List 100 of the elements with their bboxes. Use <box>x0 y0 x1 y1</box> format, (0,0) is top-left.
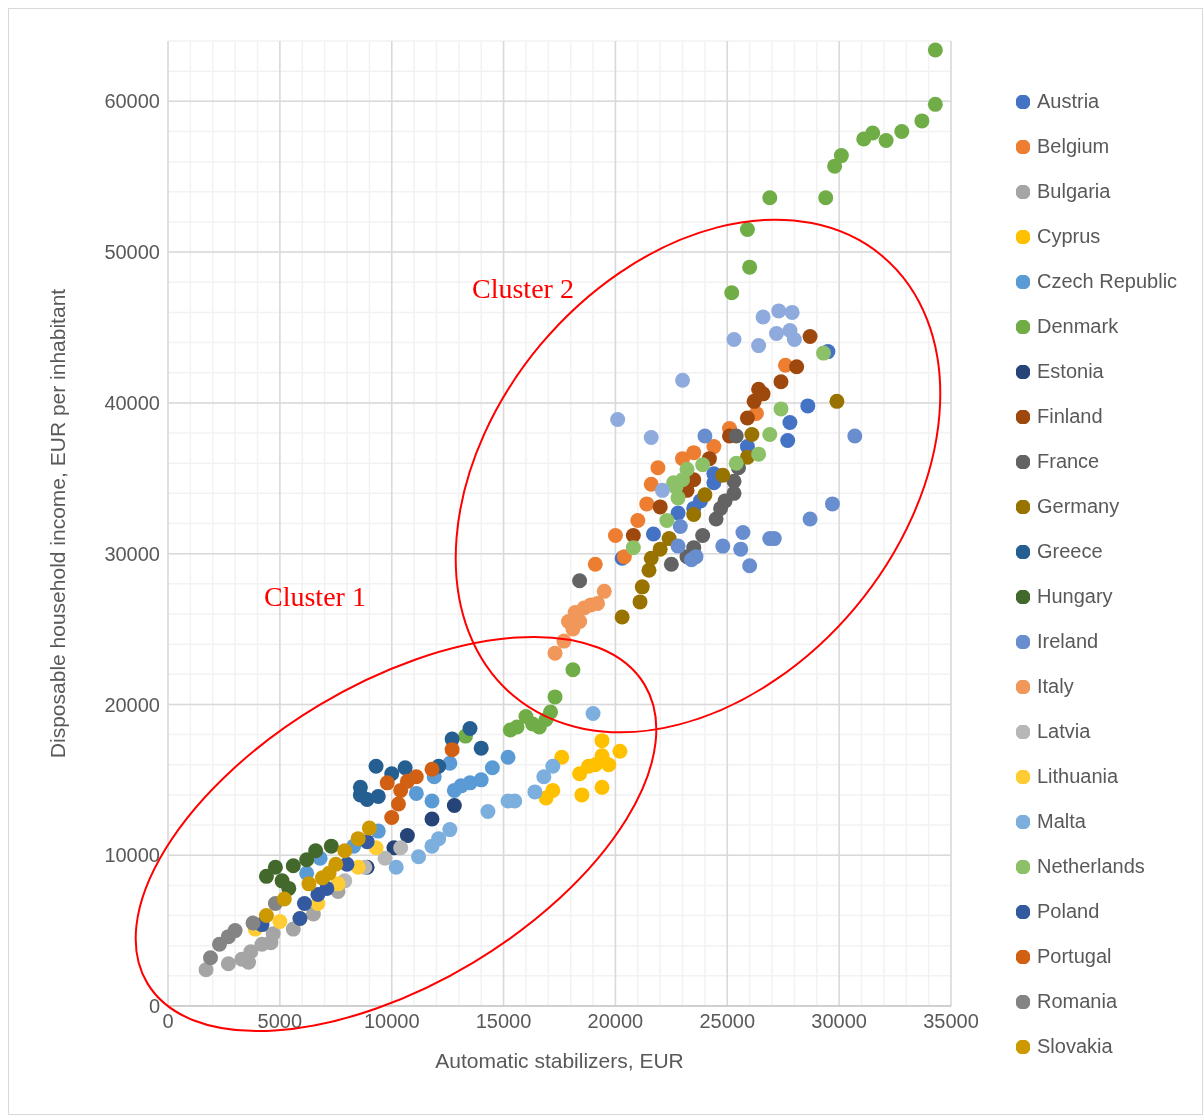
legend-label: Bulgaria <box>1037 180 1111 203</box>
point <box>914 113 930 129</box>
point <box>632 594 648 610</box>
y-tick-label: 50000 <box>104 241 160 264</box>
point <box>782 414 798 430</box>
point <box>594 733 610 749</box>
point <box>527 784 543 800</box>
point <box>285 921 301 937</box>
y-tick-label: 40000 <box>104 391 160 414</box>
point <box>587 556 603 572</box>
annotation: Cluster 2 <box>472 273 574 305</box>
point <box>299 852 315 868</box>
point <box>643 430 659 446</box>
x-tick-label: 30000 <box>811 1010 867 1033</box>
point <box>670 505 686 521</box>
point <box>502 722 518 738</box>
legend-label: Estonia <box>1037 360 1104 383</box>
legend-label: Ireland <box>1037 630 1099 653</box>
point <box>424 811 440 827</box>
point <box>927 42 943 58</box>
x-tick-label: 10000 <box>363 1010 420 1033</box>
point <box>399 828 415 844</box>
point <box>818 190 834 206</box>
legend-label: Cyprus <box>1037 225 1101 248</box>
point <box>847 428 863 444</box>
point <box>442 822 458 838</box>
point <box>258 908 274 924</box>
point <box>601 757 617 773</box>
x-tick-label: 35000 <box>923 1010 979 1033</box>
point <box>572 573 588 589</box>
point <box>659 512 675 528</box>
point <box>203 950 219 966</box>
point <box>545 782 561 798</box>
point <box>536 769 552 785</box>
y-tick-label: 30000 <box>104 542 160 565</box>
point <box>735 525 751 541</box>
point <box>444 742 460 758</box>
legend-label: Netherlands <box>1037 855 1145 878</box>
point <box>827 158 843 174</box>
point <box>751 338 767 354</box>
point <box>267 859 283 875</box>
point <box>625 540 641 556</box>
point <box>337 843 353 859</box>
point <box>742 259 758 275</box>
legend-label: Romania <box>1037 990 1118 1013</box>
point <box>742 558 758 574</box>
point <box>377 850 393 866</box>
point <box>384 810 400 826</box>
point <box>547 689 563 705</box>
annotation: Cluster 1 <box>264 581 366 613</box>
point <box>323 838 339 854</box>
point <box>755 309 771 325</box>
point <box>800 398 816 414</box>
point <box>786 332 802 348</box>
legend-label: Denmark <box>1037 315 1119 338</box>
point <box>728 455 744 471</box>
point <box>784 304 800 320</box>
y-tick-label: 60000 <box>104 90 160 113</box>
point <box>751 446 767 462</box>
point <box>574 787 590 803</box>
point <box>663 556 679 572</box>
x-tick-label: 0 <box>162 1010 174 1033</box>
point <box>243 944 259 960</box>
point <box>424 793 440 809</box>
point <box>769 326 784 342</box>
point <box>614 609 630 625</box>
point <box>733 541 749 557</box>
legend-label: France <box>1037 450 1100 473</box>
point <box>285 858 301 874</box>
point <box>258 868 274 884</box>
point <box>368 758 384 774</box>
x-tick-label: 5000 <box>257 1010 303 1033</box>
point <box>724 285 740 301</box>
point <box>198 962 214 978</box>
point <box>652 541 668 557</box>
point <box>672 519 688 535</box>
point <box>726 332 742 348</box>
point <box>276 891 292 907</box>
point <box>634 579 650 595</box>
point <box>643 476 659 492</box>
point <box>361 820 377 836</box>
legend-label: Germany <box>1037 495 1120 518</box>
point <box>547 645 563 661</box>
point <box>824 496 840 512</box>
point <box>554 749 570 765</box>
point <box>927 96 943 112</box>
point <box>652 499 668 515</box>
point <box>462 721 478 737</box>
point <box>697 487 713 503</box>
point <box>697 428 713 444</box>
point <box>227 923 243 939</box>
point <box>612 743 628 759</box>
point <box>594 779 610 795</box>
legend-label: Slovakia <box>1037 1035 1113 1058</box>
x-axis-title: Automatic stabilizers, EUR <box>435 1049 684 1072</box>
point <box>408 785 424 801</box>
point <box>695 528 711 544</box>
legend-label: Malta <box>1037 810 1086 833</box>
legend-label: Greece <box>1037 540 1103 563</box>
point <box>829 393 845 409</box>
